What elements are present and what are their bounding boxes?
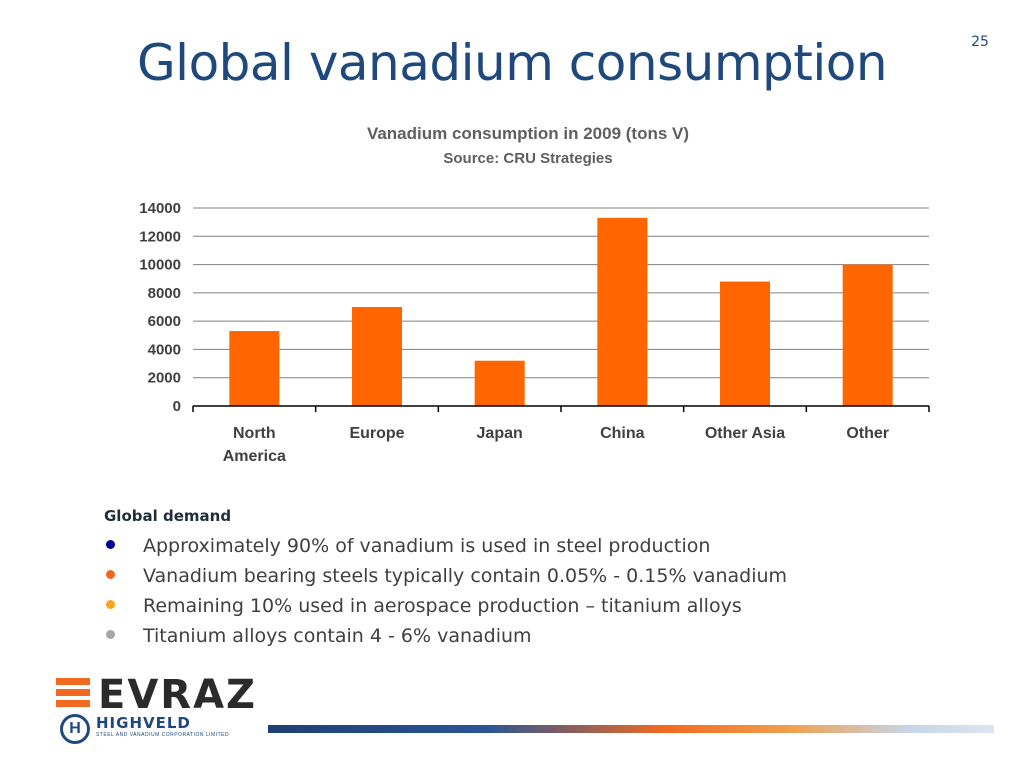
bar-chart: Vanadium consumption in 2009 (tons V) So… xyxy=(139,124,930,465)
bullet-text: Vanadium bearing steels typically contai… xyxy=(143,565,788,587)
footer-stripe xyxy=(268,725,994,733)
bullet-text: Titanium alloys contain 4 - 6% vanadium xyxy=(143,625,532,647)
bullet-item: Titanium alloys contain 4 - 6% vanadium xyxy=(104,621,984,651)
y-tick-label: 4000 xyxy=(148,341,181,358)
x-tick-label: Europe xyxy=(349,425,404,442)
bar xyxy=(352,307,402,406)
logo-stripe xyxy=(56,689,90,696)
bar xyxy=(842,264,893,406)
bullet-dot-icon xyxy=(106,630,115,639)
y-tick-label: 14000 xyxy=(139,200,181,217)
x-tick-label: Other xyxy=(846,425,889,442)
bullet-list: Approximately 90% of vanadium is used in… xyxy=(104,531,984,651)
logo-brand: EVRAZ xyxy=(98,672,258,718)
y-tick-label: 6000 xyxy=(148,313,181,330)
logo-stripe xyxy=(56,678,90,685)
y-tick-label: 10000 xyxy=(139,257,181,274)
bullet-dot-icon xyxy=(106,570,115,579)
highveld-h-icon: H xyxy=(60,714,90,744)
y-tick-label: 8000 xyxy=(148,285,181,302)
x-tick-label: North America xyxy=(223,425,286,465)
bullet-item: Remaining 10% used in aerospace producti… xyxy=(104,591,984,621)
x-tick-label: China xyxy=(600,425,645,442)
section-heading: Global demand xyxy=(104,507,232,525)
chart-axis: 0 2000 4000 6000 8000 10000 12000 14000 North Ame… xyxy=(139,200,930,465)
logo-tagline: STEEL AND VANADIUM CORPORATION LIMITED xyxy=(96,732,230,738)
bullet-dot-icon xyxy=(106,600,115,609)
bar xyxy=(229,331,280,406)
chart-bars xyxy=(229,217,893,406)
bar xyxy=(474,360,525,406)
bar xyxy=(597,217,648,406)
x-tick-label: Japan xyxy=(477,425,523,442)
logo-subbrand: HIGHVELD xyxy=(96,714,191,732)
bullet-item: Vanadium bearing steels typically contai… xyxy=(104,561,984,591)
company-logo: EVRAZ H HIGHVELD STEEL AND VANADIUM CORP… xyxy=(56,672,276,746)
bullet-text: Approximately 90% of vanadium is used in… xyxy=(143,535,711,557)
y-tick-label: 2000 xyxy=(148,370,181,387)
bar xyxy=(720,281,770,406)
chart-grid xyxy=(193,207,929,379)
chart-subtitle: Source: CRU Strategies xyxy=(443,150,612,167)
page-title: Global vanadium consumption xyxy=(136,34,888,92)
x-tick-label: Other Asia xyxy=(705,425,785,442)
y-tick-label: 0 xyxy=(173,398,181,415)
bullet-text: Remaining 10% used in aerospace producti… xyxy=(143,595,742,617)
y-tick-label: 12000 xyxy=(139,228,181,245)
logo-stripe xyxy=(56,700,90,707)
chart-title: Vanadium consumption in 2009 (tons V) xyxy=(367,124,689,143)
bullet-dot-icon xyxy=(106,540,115,549)
global-demand-section: Global demand Approximately 90% of vanad… xyxy=(104,507,984,651)
bullet-item: Approximately 90% of vanadium is used in… xyxy=(104,531,984,561)
slide-number: 25 xyxy=(971,34,989,50)
